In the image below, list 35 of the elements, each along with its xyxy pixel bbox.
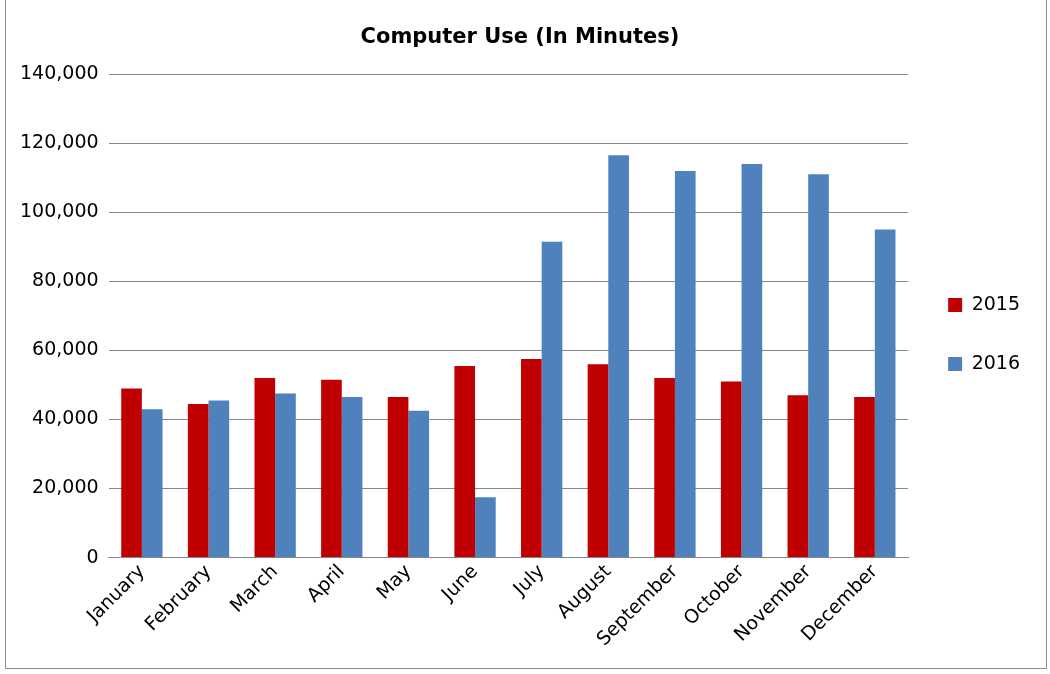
y-tick-label: 140,000 [19,61,99,84]
y-tick-label: 20,000 [32,475,99,498]
bar [341,397,363,558]
y-tick-label: 100,000 [19,199,99,222]
bar [141,409,163,558]
bar [808,174,829,558]
bar [408,410,430,558]
bar [275,393,296,558]
bar [454,365,476,558]
bar [741,163,763,558]
y-tick-label: 0 [86,544,99,567]
y-tick-label: 60,000 [32,337,99,360]
chart-title: Computer Use (In Minutes) [360,24,680,49]
bar [208,400,230,558]
bar [541,241,563,558]
legend-label: 2016 [971,350,1021,373]
bar [121,388,142,558]
bar [387,397,409,558]
bar [854,397,875,558]
bar [654,378,675,558]
bar [254,378,276,558]
bar [720,381,742,558]
bar [787,395,809,558]
bar [187,403,209,558]
y-tick-label: 120,000 [19,130,99,153]
bar [674,170,696,558]
y-tick-label: 80,000 [32,268,99,291]
y-tick-label: 40,000 [32,406,99,429]
bar [475,497,496,558]
bar [608,155,629,558]
legend-label: 2015 [971,291,1021,314]
bar [521,359,542,558]
bar [321,379,342,558]
bar [587,364,609,558]
bar [874,229,896,558]
